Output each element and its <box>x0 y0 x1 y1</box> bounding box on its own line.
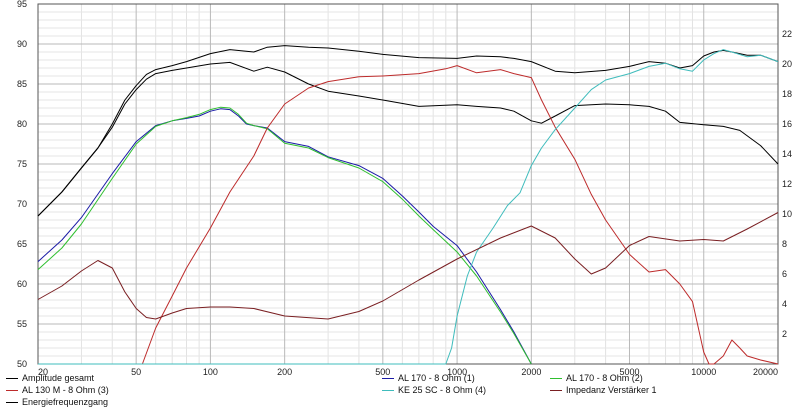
legend-swatch <box>550 390 562 392</box>
major-gridlines <box>37 3 779 365</box>
y-left-tick-label: 55 <box>17 319 27 329</box>
y-left-tick-label: 85 <box>17 79 27 89</box>
x-tick-label: 20000 <box>753 367 778 377</box>
x-tick-label: 1000 <box>447 367 467 377</box>
legend-item: Impedanz Verstärker 1 <box>550 385 657 395</box>
series-amplitude-gesamt <box>37 45 779 217</box>
x-tick-label: 5000 <box>619 367 639 377</box>
series-al-170-8-ohm-2 <box>37 106 532 365</box>
x-tick-label: 50 <box>131 367 141 377</box>
series-al-130-m-8-ohm-3 <box>38 65 779 365</box>
y-left-tick-label: 50 <box>17 359 27 369</box>
legend-label: Amplitude gesamt <box>22 373 95 383</box>
y-left-tick-label: 75 <box>17 159 27 169</box>
x-tick-label: 200 <box>277 367 292 377</box>
y-right-tick-label: 20 <box>782 59 792 69</box>
series-impedanz-verst-rker-1 <box>37 212 779 320</box>
minor-gridlines <box>38 4 778 364</box>
legend-item: AL 130 M - 8 Ohm (3) <box>6 385 109 395</box>
legend-swatch <box>382 378 394 380</box>
legend-swatch <box>550 378 562 380</box>
series-layer <box>37 45 779 365</box>
y-right-tick-label: 16 <box>782 119 792 129</box>
y-right-tick-label: 2 <box>782 329 787 339</box>
y-left-tick-label: 65 <box>17 239 27 249</box>
y-right-tick-label: 10 <box>782 209 792 219</box>
y-left-tick-label: 70 <box>17 199 27 209</box>
x-tick-label: 20 <box>38 367 48 377</box>
legend-swatch <box>382 390 394 392</box>
x-tick-label: 2000 <box>521 367 541 377</box>
plot-frame <box>37 3 779 365</box>
x-tick-label: 500 <box>375 367 390 377</box>
legend-label: KE 25 SC - 8 Ohm (4) <box>398 385 487 395</box>
legend-label: Energiefrequenzgang <box>22 397 109 407</box>
legend-label: AL 170 - 8 Ohm (1) <box>398 373 475 383</box>
series-ke-25-sc-8-ohm-4 <box>38 49 779 365</box>
legend-swatch <box>6 402 18 404</box>
y-left-tick-label: 60 <box>17 279 27 289</box>
legend-item: AL 170 - 8 Ohm (2) <box>550 373 643 383</box>
legend-item: KE 25 SC - 8 Ohm (4) <box>382 385 486 395</box>
legend-item: Amplitude gesamt <box>6 373 94 383</box>
series-energiefrequenzgang <box>37 61 779 217</box>
y-left-tick-label: 80 <box>17 119 27 129</box>
y-left-tick-label: 90 <box>17 39 27 49</box>
x-tick-label: 10000 <box>691 367 716 377</box>
x-tick-label: 100 <box>203 367 218 377</box>
y-right-tick-label: 12 <box>782 179 792 189</box>
legend-item: AL 170 - 8 Ohm (1) <box>382 373 475 383</box>
legend-label: AL 170 - 8 Ohm (2) <box>566 373 643 383</box>
tick-labels: 20 50 100 200 500 1000 2000 5000 10000 20000 95 90 8… <box>17 0 792 377</box>
legend-swatch <box>6 390 18 392</box>
y-right-tick-label: 8 <box>782 239 787 249</box>
legend-swatch <box>6 378 18 380</box>
legend-item: Energiefrequenzgang <box>6 397 108 407</box>
legend-label: Impedanz Verstärker 1 <box>566 385 657 395</box>
y-right-tick-label: 22 <box>782 29 792 39</box>
y-left-tick-label: 95 <box>17 0 27 9</box>
y-right-tick-label: 6 <box>782 269 787 279</box>
y-right-tick-label: 4 <box>782 299 787 309</box>
y-right-tick-label: 14 <box>782 149 792 159</box>
legend-label: AL 130 M - 8 Ohm (3) <box>22 385 109 395</box>
y-right-tick-label: 18 <box>782 89 792 99</box>
